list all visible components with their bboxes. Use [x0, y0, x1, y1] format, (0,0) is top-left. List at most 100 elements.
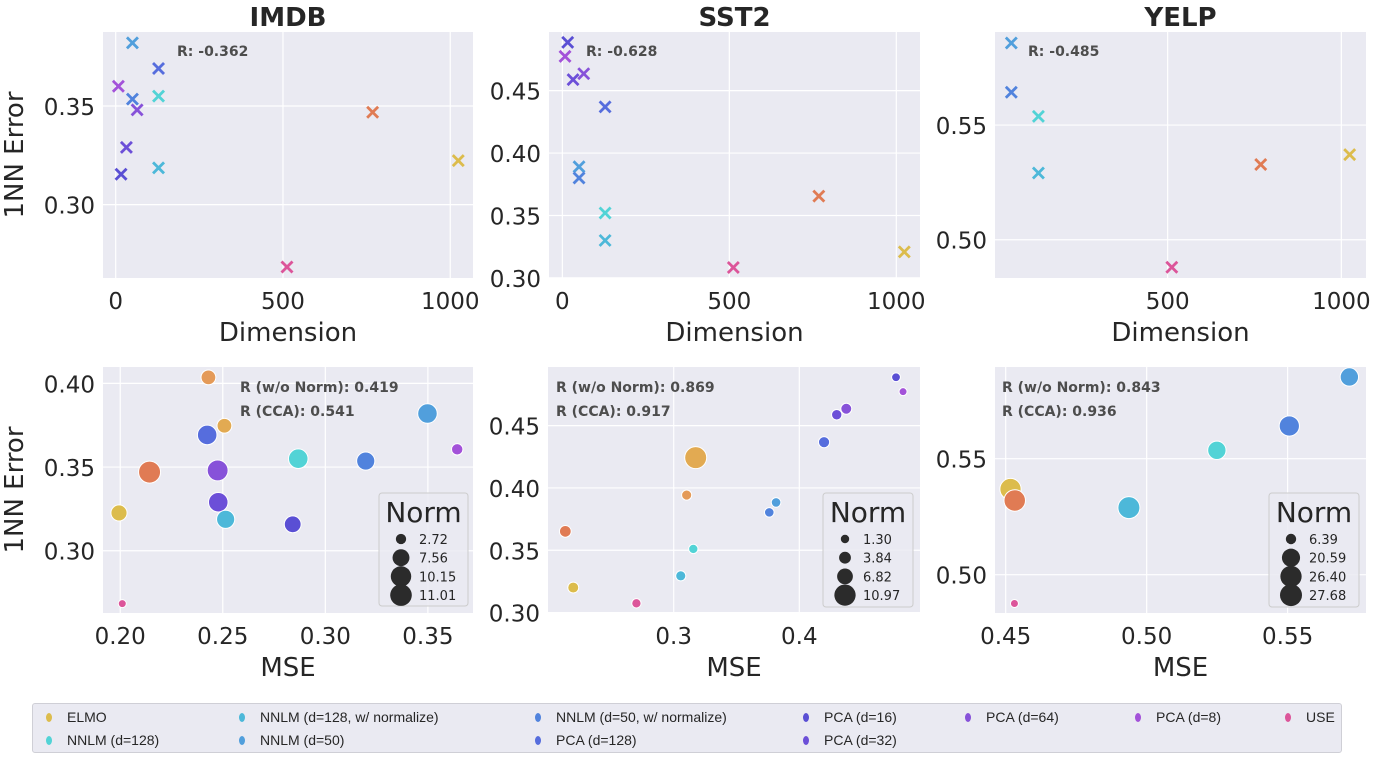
y-tick-label: 0.40: [44, 372, 95, 398]
x-marker-point: [1254, 158, 1268, 172]
size-legend-circle: [395, 533, 407, 545]
x-marker-stroke: [125, 36, 139, 50]
x-marker-stroke: [1165, 260, 1179, 274]
x-marker-point: [1343, 148, 1357, 162]
legend-item: PCA (d=32): [803, 732, 897, 748]
x-marker-point: [598, 233, 612, 247]
legend-item: PCA (d=16): [803, 709, 897, 725]
legend-marker: [46, 735, 52, 745]
circle-point: [1278, 415, 1300, 437]
circle-point: [138, 460, 162, 484]
correlation-annotation: R (w/o Norm): 0.843: [1002, 380, 1161, 396]
x-marker-stroke: [812, 189, 826, 203]
legend-label: USE: [1306, 709, 1335, 725]
x-marker-point: [111, 79, 125, 93]
x-marker-stroke: [451, 154, 465, 168]
size-legend-label: 10.97: [863, 589, 900, 604]
circle-point: [356, 451, 376, 471]
legend-item: NNLM (d=50): [239, 732, 344, 748]
x-marker-stroke: [1254, 158, 1268, 172]
legend-label: PCA (d=128): [556, 732, 637, 748]
size-legend-label: 10.15: [419, 570, 456, 585]
x-marker-stroke: [366, 105, 380, 119]
x-marker-point: [561, 35, 575, 49]
x-marker-stroke: [598, 206, 612, 220]
x-marker-stroke: [572, 160, 586, 174]
x-marker-point: [280, 260, 294, 274]
x-tick-label: 500: [707, 289, 751, 315]
x-tick-label: 1000: [421, 289, 480, 315]
legend-item: USE: [1285, 709, 1335, 725]
correlation-annotation: R (w/o Norm): 0.419: [240, 380, 399, 396]
circle-point: [216, 417, 233, 434]
size-legend-circle: [1280, 565, 1302, 588]
subplot-title: SST2: [698, 3, 770, 33]
x-marker-stroke: [1031, 109, 1045, 123]
size-legend-label: 26.40: [1309, 570, 1346, 585]
x-marker-point: [566, 73, 580, 87]
size-legend-circle: [1285, 533, 1297, 545]
size-legend-label: 27.68: [1309, 589, 1346, 604]
subplot-sst2: 0 500 1000 0.30 0.35 0.40 0.45 SST2 Dimension R: …: [490, 3, 926, 348]
legend-item: PCA (d=8): [1135, 709, 1221, 725]
y-tick-label: 0.30: [44, 540, 95, 566]
x-marker-point: [366, 105, 380, 119]
plot-area: [995, 32, 1366, 278]
x-tick-label: 0.50: [1121, 624, 1172, 650]
circle-point: [675, 570, 687, 582]
legend-label: PCA (d=64): [986, 709, 1059, 725]
y-tick-label: 0.30: [489, 602, 540, 628]
size-legend-label: 1.30: [863, 533, 892, 548]
legend-marker: [46, 712, 52, 722]
legend-title: Norm: [1276, 496, 1352, 529]
x-marker-stroke: [111, 79, 125, 93]
x-axis-label: Dimension: [1111, 318, 1249, 348]
legend-marker: [535, 712, 541, 722]
size-legend-label: 7.56: [419, 552, 448, 567]
correlation-annotation: R (CCA): 0.917: [556, 404, 671, 420]
x-marker-point: [1031, 166, 1045, 180]
y-tick-label: 0.30: [44, 194, 95, 220]
x-marker-stroke: [1004, 85, 1018, 99]
x-marker-stroke: [558, 49, 572, 63]
correlation-annotation: R: -0.362: [177, 44, 248, 60]
y-tick-label: 0.30: [490, 267, 541, 293]
circle-point: [681, 489, 693, 501]
size-legend-circle: [392, 549, 410, 567]
x-marker-point: [130, 103, 144, 117]
x-tick-label: 0.30: [300, 624, 351, 650]
size-legend-label: 3.84: [863, 552, 892, 567]
x-marker-point: [1004, 85, 1018, 99]
x-marker-point: [726, 261, 740, 275]
legend-marker: [239, 735, 245, 745]
y-tick-label: 0.35: [490, 204, 541, 230]
circle-point: [891, 372, 901, 383]
circle-point: [1339, 367, 1360, 387]
circle-point: [117, 599, 127, 609]
size-legend-circle: [834, 584, 856, 606]
circle-point: [763, 507, 775, 518]
x-axis-label: MSE: [1153, 653, 1208, 683]
subplot-yelp: 500 1000 0.50 0.55 YELP Dimension R: -0.485: [936, 3, 1371, 348]
x-marker-point: [558, 49, 572, 63]
y-tick-label: 0.45: [490, 80, 541, 106]
x-marker-stroke: [726, 261, 740, 275]
x-marker-point: [1165, 260, 1179, 274]
legend-label: NNLM (d=50, w/ normalize): [556, 709, 727, 725]
correlation-annotation: R: -0.485: [1028, 44, 1099, 60]
circle-point: [684, 446, 708, 470]
x-marker-stroke: [152, 89, 166, 103]
x-marker-stroke: [152, 161, 166, 175]
x-axis-label: MSE: [706, 653, 761, 683]
x-marker-stroke: [566, 73, 580, 87]
x-marker-point: [125, 36, 139, 50]
legend-marker: [239, 712, 245, 722]
x-tick-label: 0.35: [402, 624, 453, 650]
x-marker-point: [572, 160, 586, 174]
circle-point: [817, 436, 831, 449]
x-marker-point: [152, 89, 166, 103]
circle-point: [831, 409, 843, 421]
series-legend: ELMO NNLM (d=128) NNLM (d=128, w/ normaliz…: [32, 703, 1342, 753]
x-tick-label: 0.3: [655, 624, 692, 650]
x-marker-point: [1004, 36, 1018, 50]
